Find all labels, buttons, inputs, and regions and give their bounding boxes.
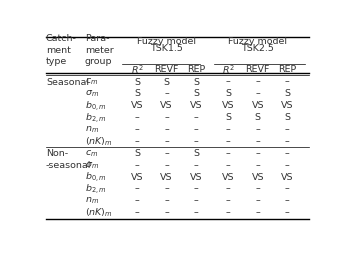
Text: –: – <box>164 149 169 158</box>
Text: $(nK)_m$: $(nK)_m$ <box>85 206 112 219</box>
Text: $c_m$: $c_m$ <box>85 77 98 87</box>
Text: –: – <box>135 137 139 146</box>
Text: $n_m$: $n_m$ <box>85 196 99 206</box>
Text: Non-: Non- <box>46 149 68 158</box>
Text: VS: VS <box>131 173 143 182</box>
Text: -seasonal: -seasonal <box>46 161 91 170</box>
Text: Para-
meter
group: Para- meter group <box>85 34 113 66</box>
Text: –: – <box>194 196 199 205</box>
Text: –: – <box>135 161 139 170</box>
Text: $b_{2,m}$: $b_{2,m}$ <box>85 111 107 125</box>
Text: –: – <box>226 125 231 134</box>
Text: S: S <box>225 89 231 98</box>
Text: VS: VS <box>190 101 202 110</box>
Text: VS: VS <box>160 173 173 182</box>
Text: –: – <box>255 208 260 217</box>
Text: –: – <box>135 125 139 134</box>
Text: –: – <box>285 185 290 194</box>
Text: –: – <box>194 137 199 146</box>
Text: –: – <box>226 161 231 170</box>
Text: $\sigma_m$: $\sigma_m$ <box>85 89 99 99</box>
Text: REP: REP <box>187 65 205 74</box>
Text: REP: REP <box>278 65 297 74</box>
Text: Seasonal: Seasonal <box>46 78 89 87</box>
Text: –: – <box>285 208 290 217</box>
Text: S: S <box>284 113 290 122</box>
Text: $R^2$: $R^2$ <box>131 64 144 76</box>
Text: –: – <box>164 196 169 205</box>
Text: –: – <box>135 208 139 217</box>
Text: S: S <box>134 78 140 87</box>
Text: –: – <box>255 125 260 134</box>
Text: –: – <box>194 125 199 134</box>
Text: VS: VS <box>160 101 173 110</box>
Text: –: – <box>164 89 169 98</box>
Text: –: – <box>135 113 139 122</box>
Text: –: – <box>226 149 231 158</box>
Text: S: S <box>255 113 261 122</box>
Text: –: – <box>255 185 260 194</box>
Text: $(nK)_m$: $(nK)_m$ <box>85 135 112 148</box>
Text: REVF: REVF <box>154 65 179 74</box>
Text: –: – <box>194 208 199 217</box>
Text: –: – <box>226 208 231 217</box>
Text: –: – <box>164 113 169 122</box>
Text: –: – <box>285 149 290 158</box>
Text: S: S <box>134 89 140 98</box>
Text: –: – <box>164 137 169 146</box>
Text: S: S <box>193 149 199 158</box>
Text: –: – <box>285 196 290 205</box>
Text: S: S <box>134 149 140 158</box>
Text: $b_{0,m}$: $b_{0,m}$ <box>85 99 107 113</box>
Text: –: – <box>194 185 199 194</box>
Text: –: – <box>164 208 169 217</box>
Text: REVF: REVF <box>246 65 270 74</box>
Text: $b_{2,m}$: $b_{2,m}$ <box>85 182 107 196</box>
Text: VS: VS <box>222 101 235 110</box>
Text: –: – <box>285 78 290 87</box>
Text: –: – <box>194 161 199 170</box>
Text: –: – <box>164 185 169 194</box>
Text: –: – <box>285 161 290 170</box>
Text: S: S <box>193 78 199 87</box>
Text: TSK1.5: TSK1.5 <box>150 44 183 53</box>
Text: –: – <box>255 149 260 158</box>
Text: –: – <box>285 137 290 146</box>
Text: –: – <box>226 137 231 146</box>
Text: S: S <box>225 113 231 122</box>
Text: Catch-
ment
type: Catch- ment type <box>46 34 77 66</box>
Text: –: – <box>135 196 139 205</box>
Text: Fuzzy model: Fuzzy model <box>137 37 196 46</box>
Text: TSK2.5: TSK2.5 <box>241 44 274 53</box>
Text: VS: VS <box>252 173 264 182</box>
Text: –: – <box>226 196 231 205</box>
Text: $b_{0,m}$: $b_{0,m}$ <box>85 170 107 184</box>
Text: VS: VS <box>281 101 293 110</box>
Text: –: – <box>255 161 260 170</box>
Text: VS: VS <box>190 173 202 182</box>
Text: –: – <box>255 137 260 146</box>
Text: $\sigma_m$: $\sigma_m$ <box>85 160 99 171</box>
Text: –: – <box>255 196 260 205</box>
Text: –: – <box>226 185 231 194</box>
Text: S: S <box>284 89 290 98</box>
Text: VS: VS <box>131 101 143 110</box>
Text: –: – <box>194 113 199 122</box>
Text: –: – <box>135 185 139 194</box>
Text: –: – <box>226 78 231 87</box>
Text: S: S <box>193 89 199 98</box>
Text: VS: VS <box>281 173 293 182</box>
Text: VS: VS <box>222 173 235 182</box>
Text: –: – <box>164 125 169 134</box>
Text: –: – <box>285 125 290 134</box>
Text: $n_m$: $n_m$ <box>85 124 99 135</box>
Text: $c_m$: $c_m$ <box>85 148 98 159</box>
Text: VS: VS <box>252 101 264 110</box>
Text: –: – <box>164 161 169 170</box>
Text: –: – <box>255 89 260 98</box>
Text: –: – <box>255 78 260 87</box>
Text: Fuzzy model: Fuzzy model <box>228 37 287 46</box>
Text: S: S <box>164 78 170 87</box>
Text: $R^2$: $R^2$ <box>222 64 235 76</box>
